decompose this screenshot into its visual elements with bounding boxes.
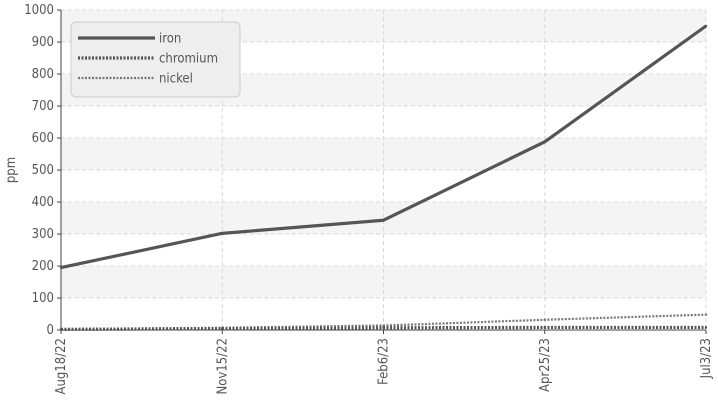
y-tick-label: 200 [32,259,54,274]
y-tick-label: 100 [32,291,54,306]
x-tick-label: Aug18/22 [54,338,69,395]
y-axis-label: ppm [4,157,19,183]
x-tick-label: Jul3/23 [699,338,714,379]
series-chromium-point [543,326,546,329]
series-layer [59,24,708,331]
y-tick-label: 800 [32,67,54,82]
x-tick-label: Nov15/22 [215,338,230,395]
x-tick-label: Apr25/23 [538,338,553,392]
y-tick-labels: 0 100 200 300 400 500 600 700 800 900 1000 [24,3,61,338]
series-chromium-point [59,328,63,331]
series-chromium-point [382,326,385,329]
legend-label-chromium: chromium [159,52,218,67]
series-iron-point [221,232,224,235]
x-tick-label: Feb6/23 [377,338,392,385]
series-nickel-point [543,318,546,321]
y-tick-label: 1000 [24,3,54,18]
x-tick-labels: Aug18/22 Nov15/22 Feb6/23 Apr25/23 Jul3/23 [54,330,714,395]
series-iron-point [382,219,385,222]
series-iron-point [704,24,708,28]
y-tick-label: 900 [32,35,54,50]
legend-label-nickel: nickel [159,72,193,87]
y-tick-label: 400 [32,195,54,210]
y-tick-label: 700 [32,99,54,114]
legend: iron chromium nickel [70,21,241,98]
y-tick-label: 0 [47,323,54,338]
series-iron-point [59,266,63,269]
series-nickel-point [382,324,385,327]
series-nickel-point [704,313,708,316]
legend-label-iron: iron [159,32,181,47]
series-chromium-point [221,327,224,330]
series-iron-point [543,140,546,144]
series-chromium-point [704,326,708,329]
y-tick-label: 300 [32,227,54,242]
y-tick-label: 600 [32,131,54,146]
y-tick-label: 500 [32,163,54,178]
